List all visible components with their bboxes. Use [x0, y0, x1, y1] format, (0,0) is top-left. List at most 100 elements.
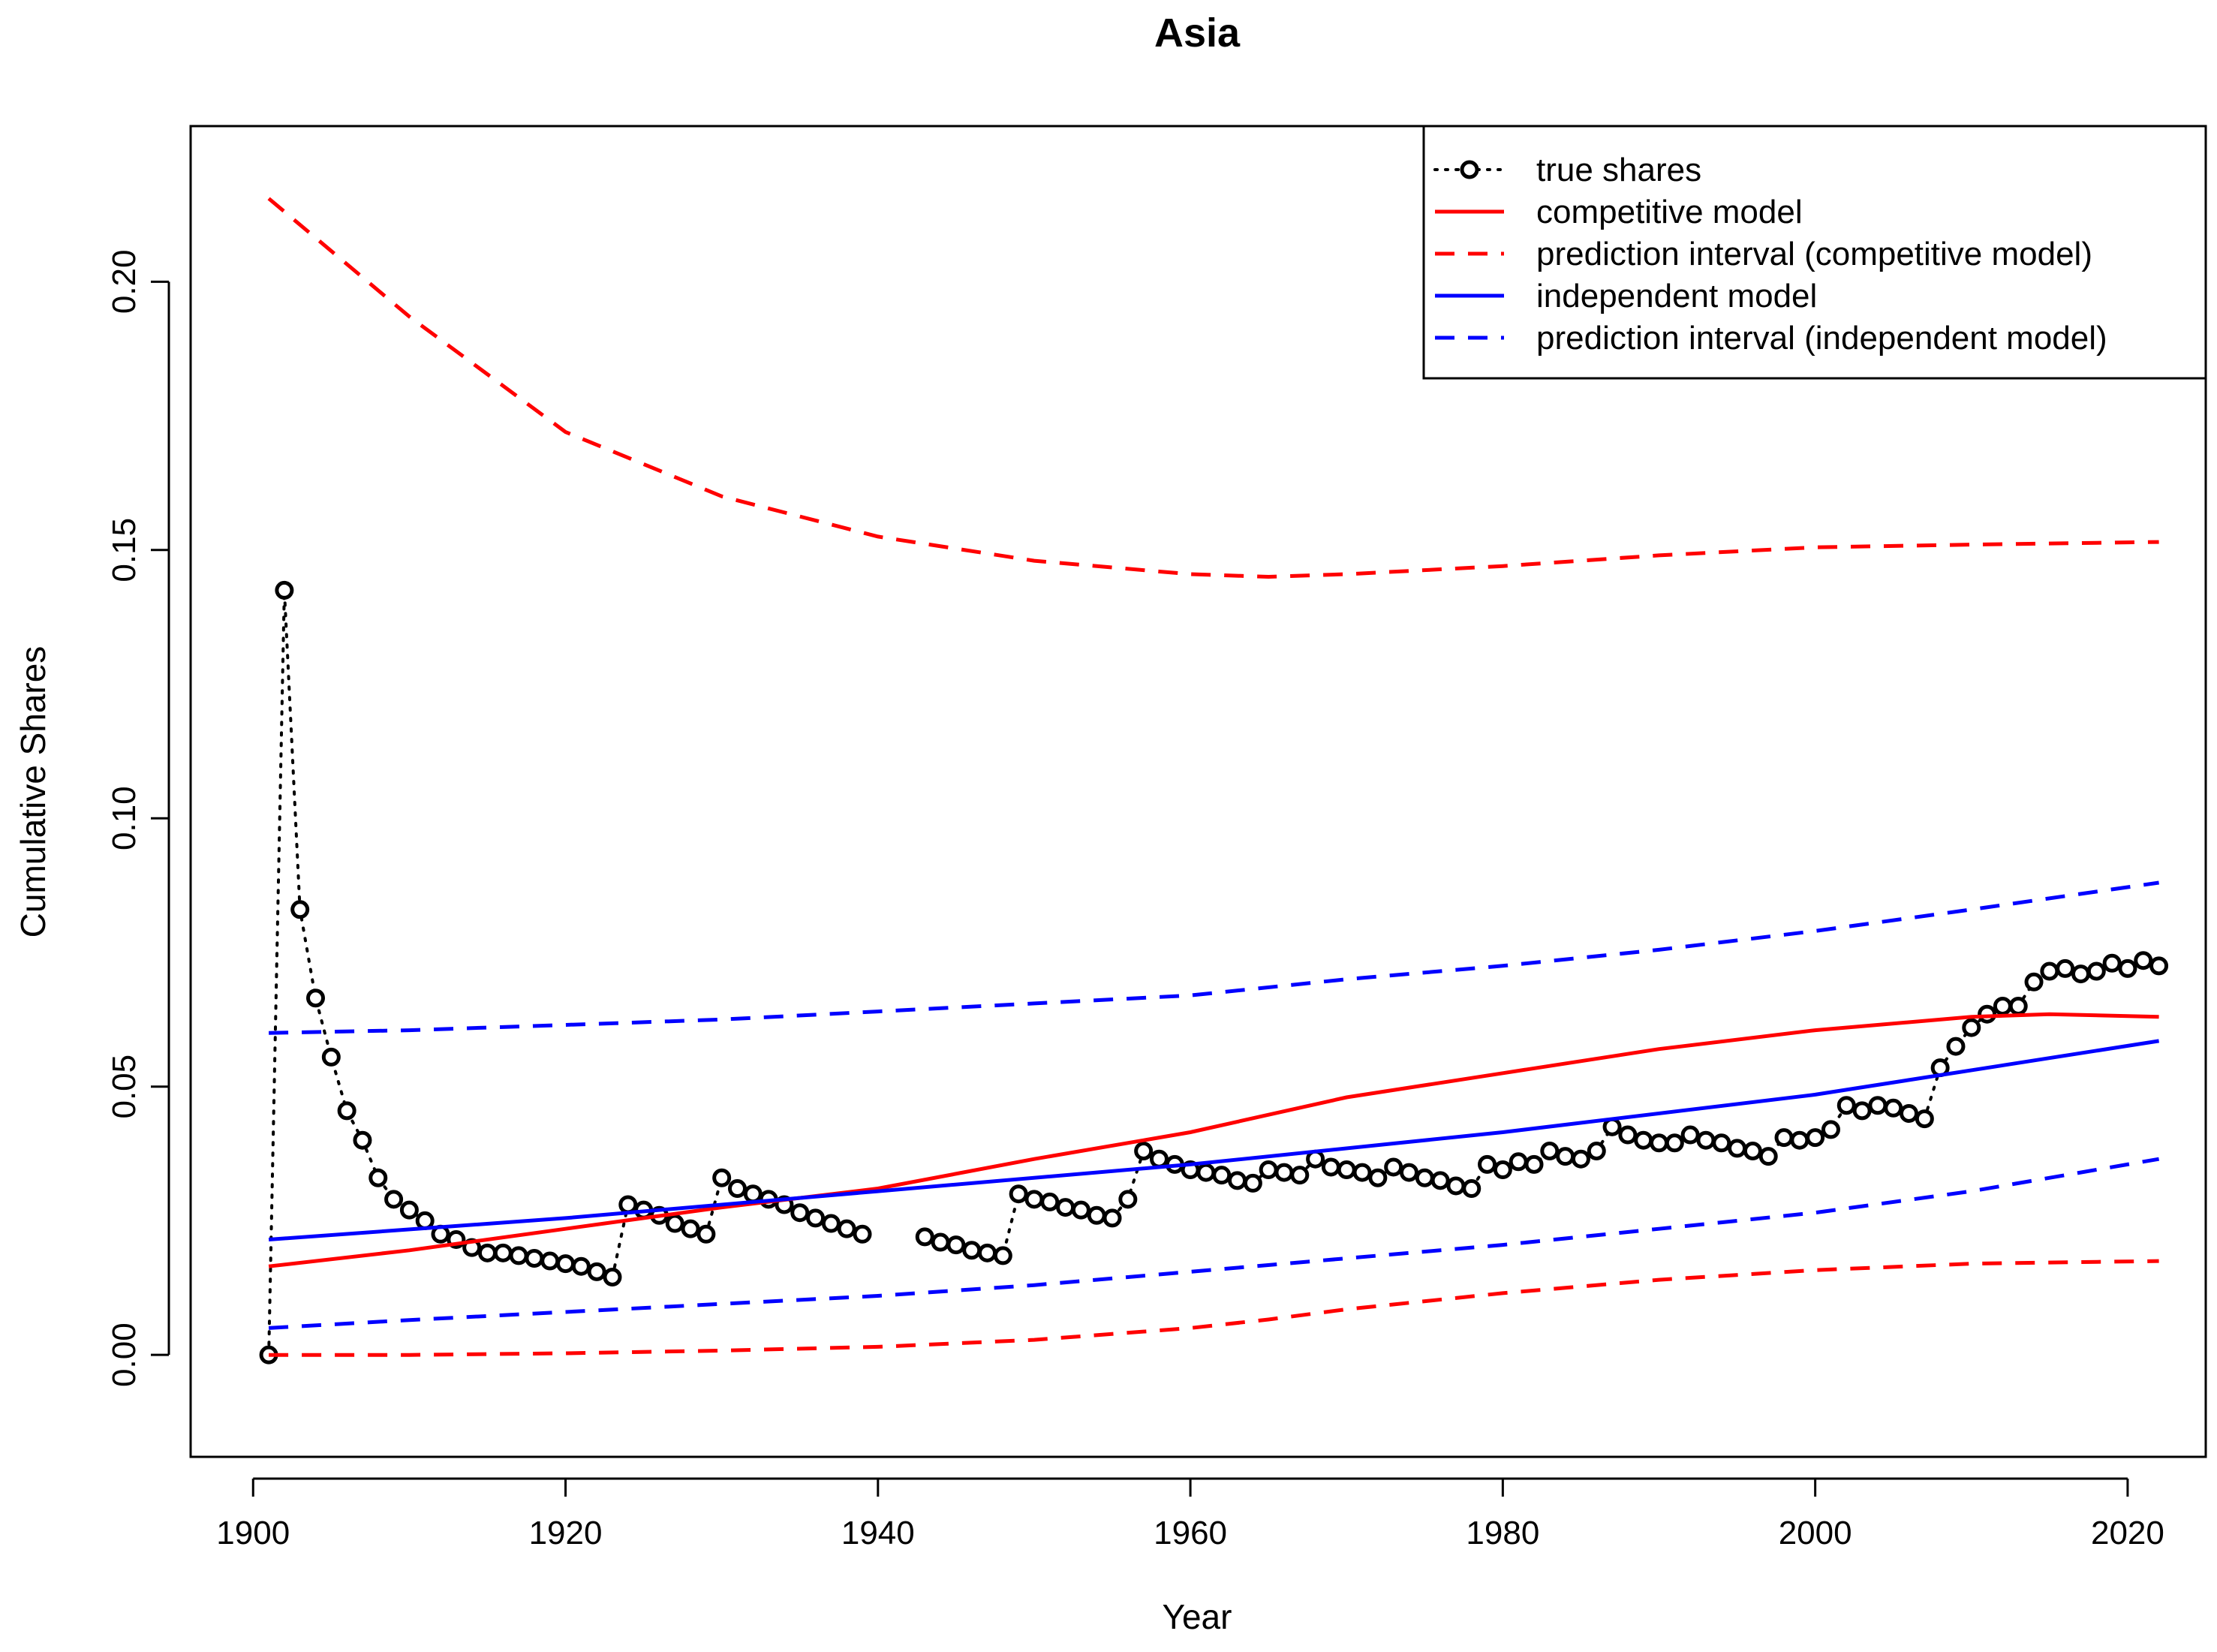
- true-shares-point: [1415, 1168, 1434, 1187]
- x-tick-label: 1980: [1466, 1515, 1539, 1551]
- true-shares-point: [1212, 1166, 1232, 1185]
- true-shares-point: [1650, 1133, 1669, 1153]
- true-shares-point: [1680, 1125, 1700, 1145]
- x-axis-title: Year: [1163, 1597, 1232, 1636]
- true-shares-point: [556, 1254, 576, 1274]
- true-shares-point: [1993, 996, 2012, 1016]
- true-shares-point: [384, 1190, 404, 1209]
- true-shares-point: [2086, 961, 2106, 981]
- true-shares-point: [1196, 1163, 1216, 1182]
- true-shares-point: [571, 1256, 591, 1276]
- true-shares-point: [665, 1214, 684, 1233]
- true-shares-point: [1946, 1037, 1966, 1056]
- true-shares-point: [540, 1251, 560, 1271]
- x-tick-label: 1900: [216, 1515, 290, 1551]
- true-shares-point: [1430, 1171, 1450, 1190]
- true-shares-point: [618, 1195, 638, 1214]
- true-shares-point: [1509, 1152, 1528, 1172]
- true-shares-point: [509, 1246, 528, 1265]
- y-tick-label: 0.05: [106, 1055, 143, 1119]
- competitive-model-line: [268, 1012, 2159, 1268]
- y-tick-label: 0.20: [106, 250, 143, 314]
- true-shares-point: [1071, 1200, 1090, 1220]
- true-shares-point: [1384, 1157, 1403, 1177]
- true-shares-point: [1009, 1184, 1028, 1204]
- prediction-interval-competitive-model-upper-line: [267, 197, 2159, 579]
- true-shares-point: [1446, 1176, 1466, 1196]
- true-shares-point: [275, 580, 294, 600]
- true-shares-point: [1774, 1128, 1794, 1148]
- true-shares-point: [1040, 1192, 1060, 1211]
- true-shares-point: [2134, 951, 2153, 970]
- true-shares-point: [1696, 1130, 1716, 1150]
- true-shares-point: [962, 1241, 982, 1260]
- true-shares-point: [306, 988, 326, 1008]
- x-tick-label: 1940: [841, 1515, 915, 1551]
- true-shares-point: [2040, 961, 2059, 981]
- true-shares-point: [2071, 964, 2090, 984]
- true-shares-point: [1321, 1157, 1340, 1177]
- true-shares-point: [2102, 953, 2122, 973]
- true-shares-point: [1665, 1133, 1684, 1153]
- true-shares-point: [1368, 1168, 1388, 1187]
- true-shares-point: [1478, 1154, 1497, 1174]
- true-shares-point: [1024, 1190, 1044, 1209]
- true-shares-point: [931, 1232, 950, 1252]
- x-axis: 1900 1920 1940 1960 1980 2000 2020: [216, 1477, 2164, 1551]
- prediction-interval-competitive-model-lower-line: [269, 1259, 2159, 1357]
- true-shares-point: [603, 1268, 622, 1287]
- true-shares-point: [368, 1168, 388, 1187]
- true-shares-point: [1118, 1190, 1138, 1209]
- true-shares-point: [1102, 1208, 1122, 1228]
- true-shares-point: [993, 1246, 1012, 1265]
- independent-model-line: [268, 1039, 2159, 1241]
- true-shares-point: [1884, 1098, 1903, 1118]
- true-shares-point: [2149, 956, 2169, 976]
- true-shares-point: [1540, 1141, 1560, 1160]
- true-shares-point: [2024, 972, 2044, 992]
- x-tick-label: 1960: [1154, 1515, 1227, 1551]
- true-shares-point: [1571, 1149, 1590, 1169]
- true-shares-point: [1274, 1163, 1294, 1182]
- true-shares-point: [1618, 1125, 1638, 1145]
- true-shares-point: [1228, 1171, 1247, 1190]
- true-shares-point: [806, 1208, 826, 1228]
- true-shares-point: [525, 1248, 544, 1268]
- true-shares-point: [1743, 1141, 1762, 1160]
- true-shares-point: [1524, 1154, 1544, 1174]
- true-shares-point: [1290, 1166, 1310, 1185]
- true-shares-point: [1337, 1160, 1356, 1180]
- true-shares-point: [290, 900, 310, 919]
- true-shares-point: [1712, 1133, 1731, 1153]
- true-shares-point: [1915, 1109, 1934, 1129]
- true-shares-point: [321, 1047, 341, 1067]
- legend-label-prediction-interval-independent-model: prediction interval (independent model): [1536, 320, 2107, 357]
- true-shares-point: [1149, 1149, 1169, 1169]
- true-shares-point: [1243, 1173, 1262, 1193]
- true-shares-point: [1821, 1120, 1840, 1139]
- true-shares-point: [1352, 1163, 1372, 1182]
- legend-label-competitive-model: competitive model: [1536, 194, 1803, 230]
- y-axis-title: Cumulative Shares: [14, 646, 53, 938]
- true-shares-point: [1790, 1130, 1809, 1150]
- y-tick-label: 0.10: [106, 786, 143, 850]
- true-shares-point: [477, 1243, 497, 1262]
- true-shares-point: [1634, 1130, 1653, 1150]
- true-shares-point: [1587, 1141, 1606, 1160]
- true-shares-point: [712, 1168, 732, 1187]
- legend-label-true-shares: true shares: [1536, 152, 1701, 188]
- true-shares-point: [681, 1219, 700, 1238]
- true-shares-point: [587, 1262, 606, 1281]
- true-shares-point: [337, 1101, 356, 1121]
- true-shares-point: [1087, 1205, 1106, 1225]
- true-shares-point: [353, 1130, 372, 1150]
- true-shares-point: [1962, 1018, 1981, 1037]
- true-shares-point: [1056, 1198, 1075, 1217]
- true-shares-point: [2118, 958, 2137, 978]
- true-shares-point: [1836, 1096, 1856, 1115]
- chart-title: Asia: [1154, 11, 1241, 56]
- true-shares-point: [1728, 1139, 1747, 1158]
- true-shares-point: [727, 1179, 747, 1199]
- true-shares-point: [2056, 958, 2075, 978]
- true-shares-point: [1493, 1160, 1512, 1180]
